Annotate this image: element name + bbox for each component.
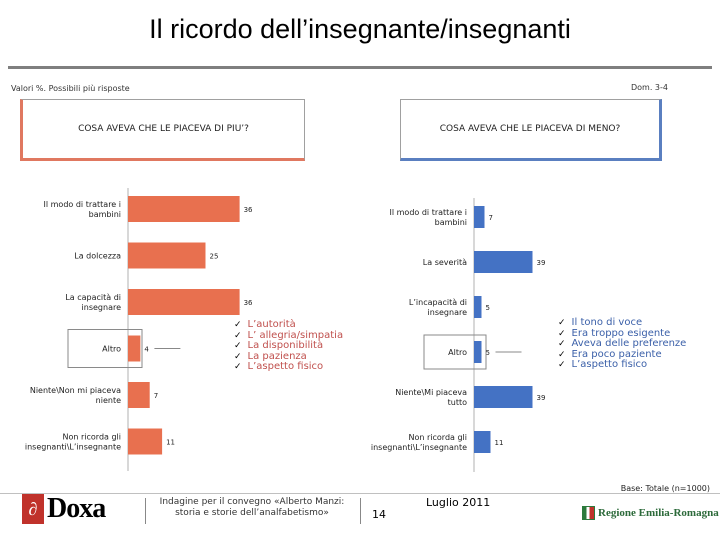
bar [474, 341, 482, 363]
data-label: 4 [144, 346, 149, 354]
data-label: 11 [495, 439, 504, 447]
data-label: 36 [244, 299, 253, 307]
category-label: Altro [102, 345, 121, 354]
doxa-logo: ∂ Doxa [22, 493, 106, 524]
data-label: 7 [154, 392, 158, 400]
category-label: Niente\Non mi piaceva niente [30, 386, 121, 405]
bar [128, 242, 206, 269]
altro-highlight-box [67, 329, 143, 368]
left-altro-item: L’ allegria/simpatia [234, 330, 344, 342]
data-label: 11 [166, 439, 175, 447]
left-altro-item: La pazienza [234, 351, 343, 363]
data-label: 5 [486, 349, 490, 357]
region-emblem-icon [582, 506, 595, 520]
data-label: 7 [489, 214, 493, 222]
bar [474, 386, 533, 408]
category-label: La dolcezza [74, 252, 121, 261]
right-altro-item: Era troppo esigente [558, 328, 686, 340]
left-question-box: COSA AVEVA CHE LE PIACEVA DI PIU’? [20, 99, 305, 161]
bar [128, 335, 141, 362]
region-logo: Regione Emilia-Romagna [582, 506, 719, 520]
right-altro-item: L’aspetto fisico [558, 360, 686, 371]
title-divider [8, 66, 712, 69]
left-chart-title: COSA AVEVA CHE LE PIACEVA DI PIU’? [78, 124, 249, 134]
category-label: La capacità di insegnare [65, 293, 121, 312]
event-caption: Indagine per il convegno «Alberto Manzi:… [159, 497, 345, 518]
bar [128, 428, 163, 455]
data-label: 39 [537, 394, 546, 402]
bar [474, 251, 533, 273]
bar [128, 382, 150, 408]
category-label: Il modo di trattare i bambini [44, 200, 121, 219]
footer-divider [0, 493, 720, 494]
category-label: La severità [423, 258, 467, 267]
data-label: 36 [244, 206, 253, 214]
page-number: 14 [372, 508, 386, 521]
bar [474, 206, 485, 228]
category-label: L’incapacità di insegnare [409, 298, 467, 317]
right-question-box: COSA AVEVA CHE LE PIACEVA DI MENO? [400, 99, 662, 161]
right-altro-details: Il tono di voce Era troppo esigente Avev… [558, 318, 687, 371]
bar [474, 431, 491, 453]
left-altro-details: L’autorità L’ allegria/simpatia La dispo… [234, 320, 344, 373]
report-date: Luglio 2011 [426, 496, 491, 509]
sample-base: Base: Totale (n=1000) [620, 484, 710, 493]
bar [128, 289, 240, 315]
right-altro-item: Era poco paziente [558, 349, 686, 361]
doxa-mark-icon: ∂ [22, 494, 44, 524]
data-label: 5 [486, 304, 490, 312]
category-label: Non ricorda gli insegnanti\L’insegnante [25, 433, 121, 452]
question-ref: Dom. 3-4 [631, 83, 668, 92]
category-label: Non ricorda gli insegnanti\L’insegnante [371, 433, 467, 452]
category-label: Il modo di trattare i bambini [390, 208, 467, 227]
category-label: Niente\Mi piaceva tutto [395, 388, 467, 407]
left-altro-item: L’aspetto fisico [234, 362, 343, 373]
bar [474, 296, 482, 318]
category-label: Altro [448, 348, 467, 357]
values-note: Valori %. Possibili più risposte [11, 84, 130, 93]
left-altro-item: La disponibilità [234, 341, 343, 352]
bar [128, 196, 240, 222]
data-label: 39 [537, 259, 546, 267]
doxa-wordmark: Doxa [47, 493, 106, 524]
page-title: Il ricordo dell’insegnante/insegnanti [149, 14, 571, 44]
left-altro-item: L’autorità [234, 320, 343, 331]
footer-separator [360, 498, 361, 524]
right-altro-item: Aveva delle preferenze [558, 339, 687, 350]
footer-separator [145, 498, 146, 524]
altro-highlight-box [423, 334, 487, 370]
data-label: 25 [210, 253, 219, 261]
right-chart-title: COSA AVEVA CHE LE PIACEVA DI MENO? [439, 124, 621, 134]
region-name: Regione Emilia-Romagna [598, 507, 719, 519]
right-altro-item: Il tono di voce [558, 318, 686, 329]
